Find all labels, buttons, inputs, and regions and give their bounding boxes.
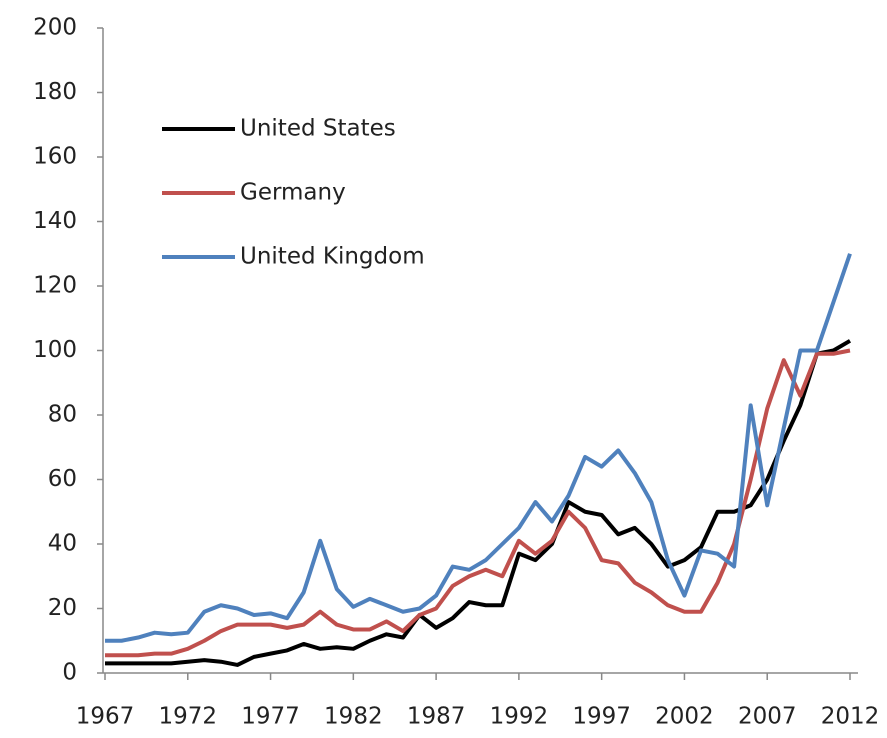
legend-label: United Kingdom [240, 244, 425, 270]
x-tick-label: 2007 [738, 704, 797, 730]
series-line [105, 253, 852, 643]
y-tick-label: 40 [48, 531, 77, 557]
x-tick-label: 1967 [76, 704, 135, 730]
x-tick-label: 2002 [655, 704, 714, 730]
x-tick-label: 1997 [572, 704, 631, 730]
y-tick-label: 80 [48, 402, 77, 428]
x-tick-label: 1972 [159, 704, 218, 730]
x-tick-label: 1982 [324, 704, 383, 730]
y-tick-label: 200 [33, 15, 77, 41]
y-tick-label: 140 [33, 208, 77, 234]
y-tick-label: 160 [33, 144, 77, 170]
y-tick-label: 120 [33, 273, 77, 299]
x-tick-label: 2012 [821, 704, 880, 730]
y-tick-label: 20 [48, 595, 77, 621]
y-tick-label: 100 [33, 337, 77, 363]
y-tick-label: 0 [62, 660, 77, 686]
legend-label: Germany [240, 180, 346, 206]
y-tick-label: 60 [48, 466, 77, 492]
legend-label: United States [240, 116, 396, 142]
y-tick-label: 180 [33, 79, 77, 105]
x-tick-label: 1977 [241, 704, 300, 730]
series-line [105, 339, 852, 667]
x-tick-label: 1992 [490, 704, 549, 730]
x-tick-label: 1987 [407, 704, 466, 730]
series-line [105, 348, 851, 658]
